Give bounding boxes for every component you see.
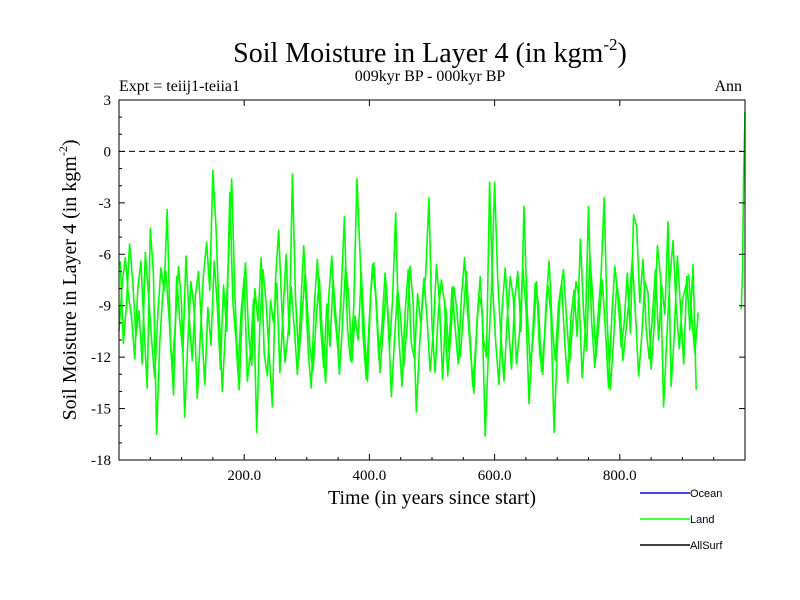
y-tick-label: -9 [99,299,112,315]
x-axis-label: Time (in years since start) [328,487,536,509]
y-tick-label: -18 [91,453,111,469]
y-tick-label: 0 [104,144,112,160]
chart-subtitle: 009kyr BP - 000kyr BP [355,68,506,85]
x-tick-label: 600.0 [478,468,512,484]
x-tick-label: 400.0 [353,468,387,484]
y-axis-label: Soil Moisture in Layer 4 (in kgm-2) [56,139,81,420]
y-tick-label: -6 [99,247,112,263]
chart-title-superscript: -2 [603,35,617,54]
tick-labels-group: 200.0 400.0 600.0 800.0 3 0 -3 -6 -9 -12 -15 -18 [91,93,637,484]
y-tick-label: 3 [104,93,112,109]
plot-frame [118,99,746,461]
legend-label-ocean: Ocean [690,488,722,500]
legend-label-land: Land [690,514,714,526]
legend: Ocean Land AllSurf [640,488,723,552]
season-label: Ann [714,78,742,95]
y-tick-label: -15 [91,402,111,418]
y-tick-label: -3 [99,196,112,212]
series-line-land-1 [118,169,699,437]
x-tick-label: 800.0 [603,468,637,484]
y-tick-label: -12 [91,350,111,366]
series-line-land-3 [740,111,746,310]
series-group [118,111,746,437]
y-axis-label-superscript: -2 [56,146,70,156]
experiment-label: Expt = teiij1-teiia1 [119,78,240,95]
series-line-land-2 [119,172,697,396]
x-tick-label: 200.0 [227,468,261,484]
legend-label-allsurf: AllSurf [690,540,723,552]
chart-title: Soil Moisture in Layer 4 (in kgm-2) [233,35,627,69]
